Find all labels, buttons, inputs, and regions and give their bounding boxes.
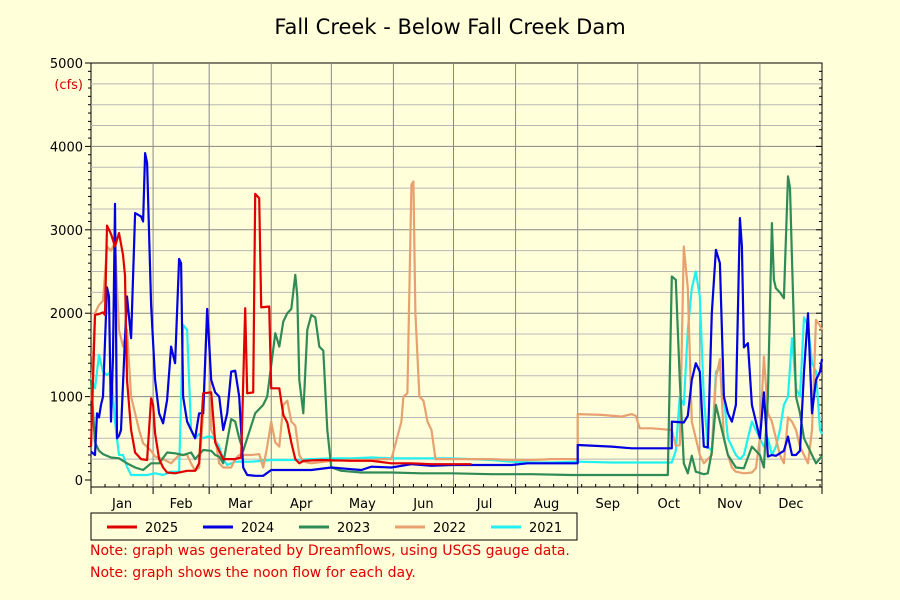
y-tick-label: 3000 [50, 224, 83, 239]
x-tick-label: Mar [228, 497, 253, 512]
note-data-source: Note: graph was generated by Dreamflows,… [90, 543, 570, 559]
series-line-2025 [89, 192, 472, 475]
x-tick-label: Oct [658, 497, 680, 512]
x-tick-label: Apr [290, 497, 313, 512]
x-tick-label: Jan [111, 497, 132, 512]
x-tick-label: Jun [412, 497, 433, 512]
y-tick-label: 4000 [50, 140, 83, 155]
series-layer [89, 152, 824, 477]
legend-label-2025: 2025 [145, 521, 178, 536]
x-tick-label: Feb [170, 497, 193, 512]
chart-title: Fall Creek - Below Fall Creek Dam [274, 15, 625, 39]
legend-label-2021: 2021 [529, 521, 562, 536]
y-tick-label: 2000 [50, 307, 83, 322]
legend-label-2023: 2023 [337, 521, 370, 536]
x-tick-label: Jul [476, 497, 493, 512]
y-tick-label: 5000 [50, 57, 83, 72]
x-tick-label: Sep [595, 497, 620, 512]
y-axis: 0 1000 2000 3000 4000 5000 [50, 57, 822, 489]
legend: 2025 2024 2023 2022 2021 [90, 512, 578, 541]
y-tick-label: 1000 [50, 391, 83, 406]
x-tick-label: Dec [778, 497, 803, 512]
series-line-2024 [90, 152, 824, 477]
y-tick-label: 0 [75, 474, 83, 489]
legend-label-2022: 2022 [433, 521, 466, 536]
note-noon-flow: Note: graph shows the noon flow for each… [90, 565, 416, 581]
series-line-2023 [89, 175, 823, 477]
x-tick-label: Aug [534, 497, 559, 512]
y-unit-label: (cfs) [54, 78, 83, 93]
legend-label-2024: 2024 [241, 521, 274, 536]
grid-lines [91, 63, 822, 487]
x-tick-label: May [349, 497, 376, 512]
x-axis: Jan Feb Mar Apr May Jun Jul Aug Sep Oct Nov Dec [90, 484, 823, 512]
x-tick-label: Nov [717, 497, 743, 512]
